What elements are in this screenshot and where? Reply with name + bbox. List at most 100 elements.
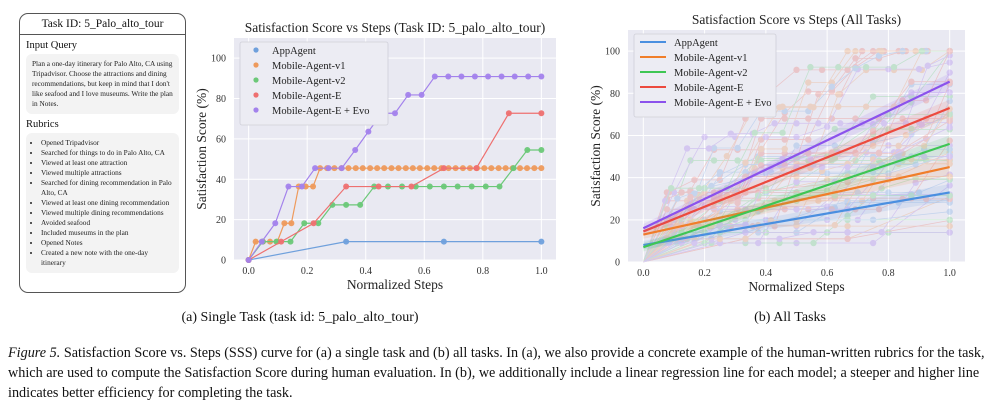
trajectory-point — [844, 216, 851, 224]
trajectory-point — [742, 235, 749, 242]
trajectory-line — [642, 100, 951, 263]
legend-label: Mobile-Agent-E — [674, 83, 743, 94]
trajectory-point — [710, 206, 718, 213]
data-point — [312, 165, 319, 172]
trajectory-point — [701, 239, 708, 247]
trajectory-point — [757, 145, 765, 153]
data-point — [516, 165, 523, 172]
trajectory-point — [880, 47, 888, 55]
legend-label: Mobile-Agent-E + Evo — [272, 106, 369, 117]
trajectory-point — [858, 47, 866, 55]
trajectory-point — [755, 195, 762, 202]
trajectory-point — [854, 216, 861, 224]
data-point — [454, 183, 461, 190]
trajectory-point — [908, 78, 915, 85]
trajectory-point — [858, 197, 866, 205]
trajectory-point — [734, 157, 741, 164]
trajectory-point — [755, 229, 762, 236]
trajectory-point — [781, 136, 788, 143]
trajectory-point — [828, 83, 836, 90]
chart-title: Satisfaction Score vs Steps (Task ID: 5_… — [245, 20, 546, 35]
trajectory-point — [828, 86, 836, 94]
trajectory-point — [946, 126, 953, 133]
data-point — [343, 201, 350, 208]
trajectory-point — [742, 235, 749, 242]
trajectory-point — [762, 229, 770, 236]
trajectory-point — [793, 179, 800, 187]
trajectory-point — [678, 189, 685, 196]
data-point — [281, 220, 288, 227]
trajectory-point — [902, 47, 910, 55]
trajectory-line — [643, 50, 951, 263]
trajectory-point — [862, 103, 870, 110]
trajectory-point — [781, 107, 788, 115]
trajectory-point — [946, 113, 953, 120]
legend-marker — [253, 62, 259, 68]
data-point — [531, 165, 538, 172]
trajectory-line — [643, 232, 950, 263]
trajectory-point — [885, 142, 892, 149]
trajectory-point — [922, 47, 930, 55]
trajectory-point — [835, 91, 842, 98]
trajectory-line — [643, 185, 950, 263]
data-point — [431, 73, 438, 80]
trajectory-point — [701, 133, 708, 141]
legend-marker — [253, 77, 259, 83]
trajectory-point — [844, 228, 851, 236]
trajectory-point — [751, 164, 758, 172]
trajectory-point — [899, 150, 906, 157]
trajectory-point — [810, 104, 817, 111]
trajectory-point — [828, 79, 836, 86]
rubric-item: Viewed multiple attractions — [41, 168, 174, 178]
trajectory-point — [837, 120, 844, 127]
trajectory-point — [793, 66, 800, 74]
trajectory-point — [828, 157, 836, 164]
trajectory-point — [844, 168, 851, 176]
trajectory-point — [815, 197, 822, 205]
trajectory-point — [862, 63, 870, 71]
data-point — [510, 165, 517, 172]
trajectory-point — [793, 221, 800, 229]
trajectory-point — [678, 189, 685, 196]
trajectory-point — [895, 153, 902, 160]
trajectory-point — [828, 115, 836, 122]
trajectory-point — [823, 176, 831, 184]
data-point — [310, 220, 317, 227]
rubric-item: Created a new note with the one-day itin… — [41, 248, 174, 268]
trajectory-point — [716, 235, 724, 242]
trajectory-point — [946, 222, 953, 230]
subcaption-a: (a) Single Task (task id: 5_palo_alto_to… — [181, 310, 419, 325]
trajectory-point — [946, 47, 953, 55]
trajectory-point — [946, 160, 953, 168]
trajectory-point — [895, 47, 902, 55]
trajectory-line — [643, 140, 951, 263]
data-point — [416, 165, 423, 172]
trajectory-point — [742, 168, 749, 176]
data-point — [252, 238, 259, 245]
trajectory-line — [643, 50, 951, 263]
data-point — [287, 238, 294, 245]
trajectory-point — [781, 109, 788, 117]
trajectory-point — [695, 192, 703, 199]
trajectory-point — [823, 216, 831, 224]
trajectory-point — [742, 229, 749, 236]
trajectory-point — [946, 176, 953, 183]
trajectory-line — [643, 177, 950, 263]
data-point — [375, 183, 382, 190]
trajectory-point — [895, 142, 902, 149]
trajectory-point — [946, 171, 953, 178]
trajectory-point — [852, 47, 859, 55]
trajectory-point — [751, 129, 758, 137]
y-tick-label: 0 — [615, 258, 620, 269]
trajectory-point — [946, 199, 953, 206]
trajectory-point — [946, 192, 953, 199]
trajectory-line — [643, 144, 950, 263]
trajectory-point — [946, 124, 953, 131]
data-point — [502, 165, 509, 172]
data-point — [538, 73, 545, 80]
trajectory-point — [781, 150, 788, 157]
data-point — [343, 238, 350, 245]
trajectory-point — [755, 153, 762, 160]
trajectory-point — [781, 162, 788, 169]
trajectory-point — [875, 149, 883, 156]
